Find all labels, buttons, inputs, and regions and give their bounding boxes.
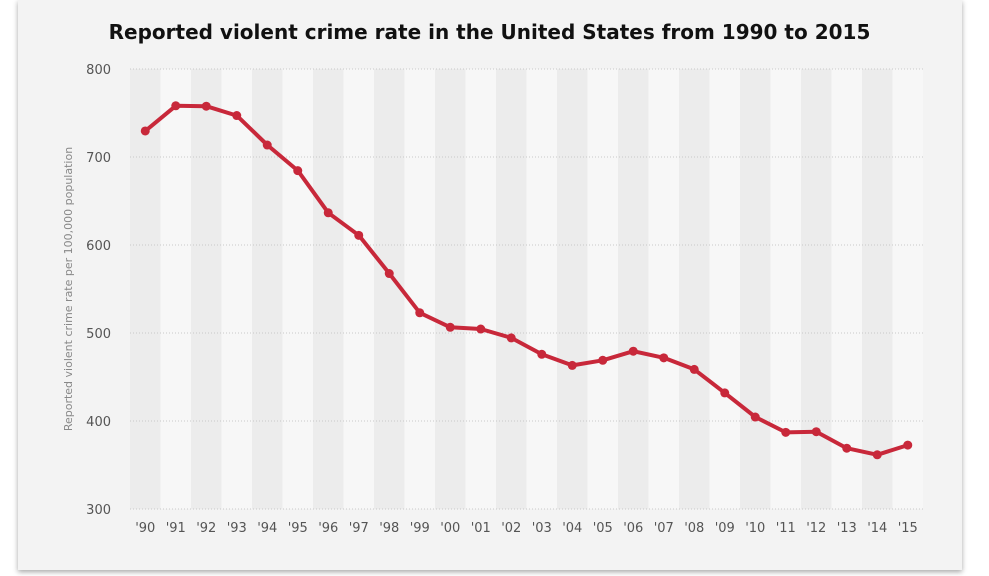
series-line (143, 103, 910, 457)
data-point (872, 450, 882, 460)
column-band (343, 69, 374, 509)
data-point (323, 208, 333, 218)
data-point (750, 412, 760, 422)
x-tick-label: '90 (135, 521, 155, 536)
x-tick-label: '98 (379, 521, 399, 536)
x-tick-label: '00 (440, 521, 460, 536)
x-tick-label: '08 (684, 521, 704, 536)
x-tick-labels: '90 '91 '92 '93 '94 '95 '96 '97 '98 '99 '00 '01 '02 '… (135, 521, 918, 536)
column-bands (130, 69, 923, 509)
x-tick-label: '11 (776, 521, 796, 536)
data-point (293, 166, 303, 176)
x-tick-label: '97 (349, 521, 369, 536)
column-band (831, 69, 862, 509)
column-band (404, 69, 435, 509)
data-point (140, 126, 150, 136)
data-point (506, 333, 516, 343)
column-band (191, 69, 222, 509)
y-tick-labels: 300 400 500 600 700 800 (86, 63, 111, 518)
x-tick-label: '02 (501, 521, 521, 536)
x-tick-label: '13 (837, 521, 857, 536)
data-point (537, 349, 547, 359)
column-band (313, 69, 344, 509)
column-band (496, 69, 527, 509)
x-tick-label: '05 (593, 521, 613, 536)
column-band (801, 69, 832, 509)
data-point (811, 427, 821, 437)
data-point (262, 140, 272, 150)
data-point (781, 427, 791, 437)
y-tick-label: 800 (86, 63, 111, 78)
column-band (130, 69, 161, 509)
x-tick-label: '99 (410, 521, 430, 536)
column-band (770, 69, 801, 509)
data-point (171, 101, 181, 111)
x-tick-label: '15 (898, 521, 918, 536)
gridlines (130, 68, 923, 510)
data-point (232, 111, 242, 121)
x-tick-label: '04 (562, 521, 582, 536)
y-axis-label: Reported violent crime rate per 100,000 … (62, 147, 75, 431)
data-point (354, 230, 364, 240)
y-tick-label: 300 (86, 503, 111, 518)
x-tick-label: '03 (532, 521, 552, 536)
x-tick-label: '91 (166, 521, 186, 536)
column-band (618, 69, 649, 509)
data-point (384, 269, 394, 279)
data-point (567, 360, 577, 370)
column-band (160, 69, 191, 509)
data-point (201, 101, 211, 111)
column-band (740, 69, 771, 509)
data-point (689, 364, 699, 374)
x-tick-label: '14 (867, 521, 887, 536)
x-tick-label: '09 (715, 521, 735, 536)
data-point (415, 308, 425, 318)
x-tick-label: '95 (288, 521, 308, 536)
data-point (598, 355, 608, 365)
x-tick-label: '06 (623, 521, 643, 536)
column-band (526, 69, 557, 509)
x-tick-label: '92 (196, 521, 216, 536)
x-tick-label: '07 (654, 521, 674, 536)
y-tick-label: 700 (86, 151, 111, 166)
data-point (659, 353, 669, 363)
column-band (862, 69, 893, 509)
column-band (679, 69, 710, 509)
column-band (892, 69, 923, 509)
column-band (557, 69, 588, 509)
x-tick-label: '93 (227, 521, 247, 536)
column-band (465, 69, 496, 509)
column-band (282, 69, 313, 509)
x-tick-label: '01 (471, 521, 491, 536)
x-tick-label: '12 (806, 521, 826, 536)
x-tick-label: '94 (257, 521, 277, 536)
column-band (435, 69, 466, 509)
data-point (628, 346, 638, 356)
data-point (720, 388, 730, 398)
y-tick-label: 600 (86, 239, 111, 254)
series-group (140, 101, 913, 460)
data-point (445, 322, 455, 332)
chart-title: Reported violent crime rate in the Unite… (108, 20, 871, 44)
column-band (709, 69, 740, 509)
y-tick-label: 400 (86, 415, 111, 430)
column-band (648, 69, 679, 509)
data-point (476, 324, 486, 334)
y-tick-label: 500 (86, 327, 111, 342)
x-tick-label: '10 (745, 521, 765, 536)
column-band (587, 69, 618, 509)
data-point (842, 443, 852, 453)
column-band (221, 69, 252, 509)
data-point (903, 440, 913, 450)
x-tick-label: '96 (318, 521, 338, 536)
